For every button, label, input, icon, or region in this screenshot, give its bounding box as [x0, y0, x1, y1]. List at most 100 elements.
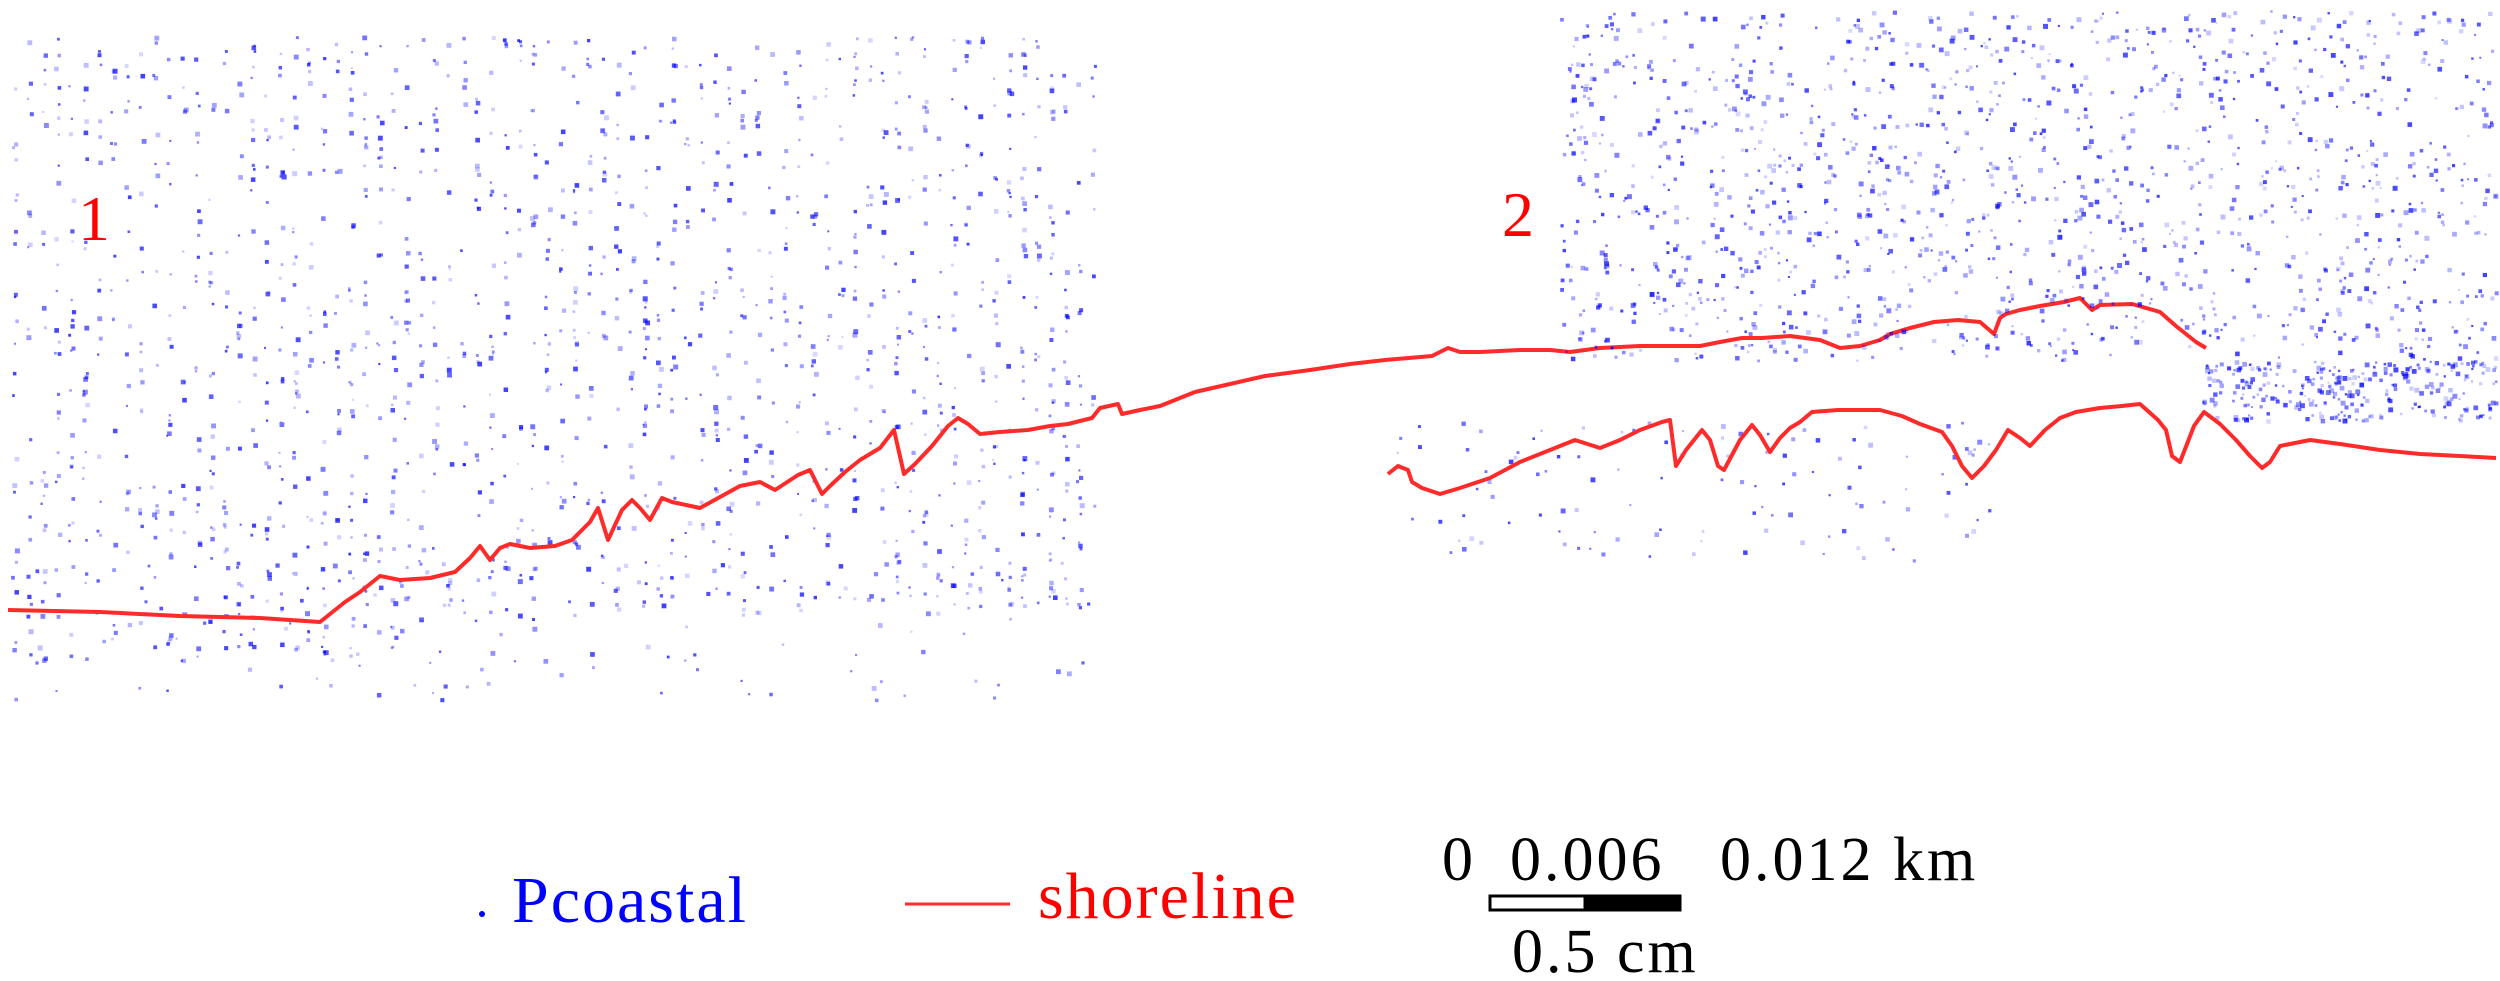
pcoastal-point — [1813, 232, 1817, 236]
pcoastal-point — [1747, 204, 1751, 208]
pcoastal-point — [110, 142, 113, 145]
pcoastal-point — [1062, 536, 1065, 540]
pcoastal-point — [323, 490, 329, 496]
pcoastal-point — [407, 544, 411, 548]
pcoastal-point — [404, 85, 410, 90]
pcoastal-point — [1021, 52, 1026, 57]
pcoastal-point — [1959, 336, 1962, 340]
pcoastal-point — [2368, 179, 2371, 182]
pcoastal-point — [1739, 129, 1743, 133]
pcoastal-point — [2236, 418, 2241, 423]
pcoastal-point — [700, 459, 704, 462]
pcoastal-point — [1800, 540, 1805, 546]
pcoastal-point — [756, 585, 760, 589]
pcoastal-point — [2459, 104, 2464, 109]
pcoastal-point — [1578, 337, 1583, 342]
pcoastal-point — [71, 521, 75, 525]
pcoastal-point — [728, 565, 732, 569]
pcoastal-point — [700, 307, 703, 311]
pcoastal-point — [2476, 22, 2481, 27]
pcoastal-point — [1949, 77, 1953, 81]
pcoastal-point — [854, 52, 858, 56]
pcoastal-point — [2463, 344, 2468, 350]
pcoastal-point — [329, 684, 333, 688]
pcoastal-point — [2393, 387, 2398, 391]
pcoastal-point — [1909, 237, 1915, 242]
pcoastal-point — [490, 570, 494, 574]
pcoastal-point — [2422, 57, 2426, 61]
pcoastal-point — [1856, 546, 1861, 551]
pcoastal-point — [292, 171, 298, 177]
pcoastal-point — [2263, 51, 2267, 55]
pcoastal-point — [486, 681, 491, 686]
pcoastal-point — [351, 414, 356, 419]
pcoastal-point — [1659, 144, 1663, 149]
pcoastal-point — [2478, 289, 2483, 293]
pcoastal-point — [54, 66, 59, 72]
pcoastal-point — [939, 428, 944, 432]
pcoastal-point — [586, 57, 589, 61]
pcoastal-point — [715, 438, 720, 442]
pcoastal-point — [1782, 219, 1786, 224]
pcoastal-point — [236, 331, 240, 335]
pcoastal-point — [2341, 174, 2346, 180]
pcoastal-point — [696, 668, 699, 672]
pcoastal-point — [1757, 169, 1761, 173]
pcoastal-point — [2237, 79, 2240, 83]
pcoastal-point — [964, 518, 969, 523]
pcoastal-point — [714, 281, 717, 284]
pcoastal-point — [1735, 111, 1741, 117]
pcoastal-point — [2265, 394, 2268, 398]
pcoastal-point — [1735, 128, 1740, 132]
pcoastal-point — [2063, 218, 2068, 223]
pcoastal-point — [2080, 184, 2085, 189]
pcoastal-point — [797, 165, 801, 169]
pcoastal-point — [1077, 375, 1081, 378]
pcoastal-point — [2062, 328, 2067, 332]
pcoastal-point — [1051, 252, 1055, 256]
pcoastal-point — [2086, 323, 2089, 326]
pcoastal-point — [1582, 309, 1586, 313]
pcoastal-point — [1833, 208, 1838, 212]
pcoastal-point — [1938, 47, 1944, 53]
pcoastal-point — [953, 461, 957, 466]
pcoastal-point — [1667, 188, 1670, 191]
pcoastal-point — [659, 594, 664, 598]
pcoastal-point — [1961, 344, 1965, 347]
pcoastal-point — [224, 349, 228, 353]
pcoastal-point — [1752, 95, 1756, 99]
pcoastal-point — [2365, 267, 2371, 273]
pcoastal-point — [603, 335, 609, 341]
pcoastal-point — [2266, 419, 2271, 424]
pcoastal-point — [211, 455, 216, 460]
pcoastal-point — [85, 572, 89, 576]
pcoastal-point — [953, 603, 956, 606]
pcoastal-point — [1022, 227, 1027, 233]
pcoastal-point — [236, 334, 242, 339]
pcoastal-point — [407, 382, 413, 388]
pcoastal-point — [2321, 361, 2325, 366]
pcoastal-point — [979, 590, 983, 594]
pcoastal-point — [40, 502, 43, 505]
pcoastal-point — [2493, 365, 2497, 370]
pcoastal-point — [2093, 284, 2099, 290]
pcoastal-point — [573, 191, 576, 194]
pcoastal-point — [2408, 352, 2413, 357]
pcoastal-point — [1965, 339, 1968, 342]
pcoastal-point — [432, 547, 435, 550]
pcoastal-point — [1962, 178, 1966, 182]
pcoastal-point — [965, 39, 970, 44]
pcoastal-point — [1744, 173, 1749, 177]
pcoastal-point — [2476, 230, 2481, 235]
pcoastal-point — [1631, 319, 1636, 324]
pcoastal-point — [27, 210, 32, 216]
pcoastal-point — [54, 351, 57, 355]
pcoastal-point — [308, 70, 312, 74]
pcoastal-point — [2335, 217, 2338, 220]
pcoastal-point — [1918, 253, 1923, 258]
pcoastal-point — [2407, 296, 2411, 301]
pcoastal-point — [413, 684, 417, 687]
pcoastal-point — [1852, 438, 1856, 442]
pcoastal-point — [559, 673, 564, 678]
pcoastal-point — [1901, 204, 1906, 210]
